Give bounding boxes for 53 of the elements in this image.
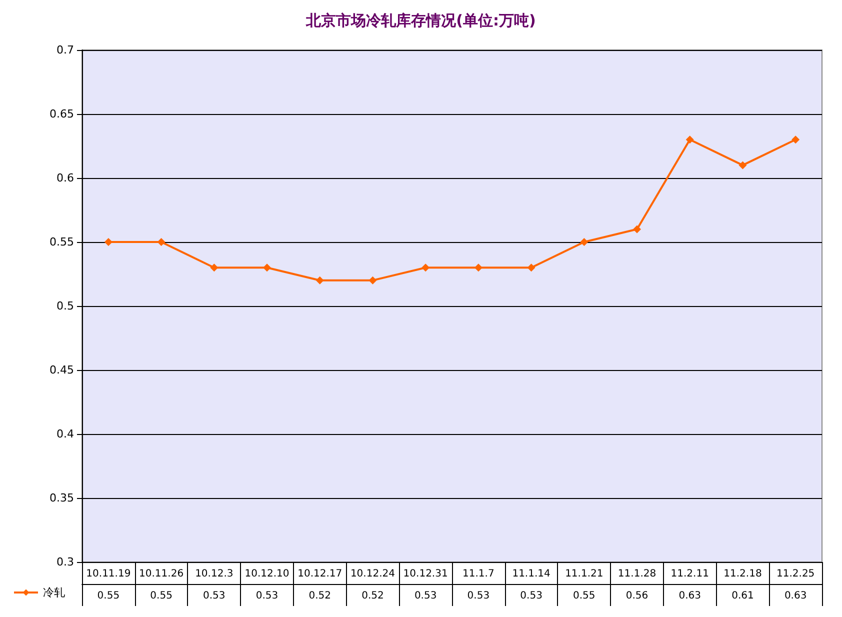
x-tick-label: 11.2.25 <box>776 568 815 580</box>
data-label: 0.63 <box>678 590 701 602</box>
y-tick-label: 0.4 <box>56 428 74 440</box>
y-tick-label: 0.55 <box>50 236 74 248</box>
x-tick-label: 11.1.7 <box>462 568 494 580</box>
point <box>422 264 430 272</box>
data-label: 0.53 <box>520 590 542 602</box>
y-tick-label: 0.3 <box>56 556 74 568</box>
point <box>580 238 588 246</box>
x-tick-label: 11.2.18 <box>724 568 762 580</box>
x-tick-label: 11.1.28 <box>618 568 656 580</box>
data-label: 0.55 <box>573 590 596 602</box>
point <box>474 264 482 272</box>
y-tick-label: 0.6 <box>56 172 74 184</box>
point <box>738 161 747 170</box>
x-tick-label: 10.11.26 <box>139 568 184 580</box>
data-label: 0.55 <box>150 590 172 602</box>
y-tick-label: 0.7 <box>56 44 74 56</box>
point <box>792 136 800 144</box>
x-tick-label: 10.12.17 <box>298 568 342 580</box>
data-label: 0.53 <box>256 590 278 602</box>
data-label: 0.53 <box>414 590 437 602</box>
data-label: 0.53 <box>467 590 490 602</box>
data-label: 0.55 <box>97 590 120 602</box>
point <box>104 238 112 246</box>
point <box>527 264 536 272</box>
y-tick-label: 0.45 <box>50 364 74 376</box>
data-label: 0.56 <box>626 590 648 602</box>
x-tick-label: 11.1.21 <box>565 568 604 580</box>
data-label: 0.52 <box>362 590 384 602</box>
x-tick-label: 10.12.24 <box>350 568 395 580</box>
point <box>210 264 218 272</box>
y-tick-label: 0.35 <box>50 492 74 504</box>
data-label: 0.53 <box>203 590 226 602</box>
legend-label: 冷轧 <box>43 586 65 599</box>
point <box>368 276 377 284</box>
x-tick-label: 11.2.11 <box>670 568 709 580</box>
x-tick-label: 10.12.31 <box>403 568 448 580</box>
point <box>316 276 324 284</box>
data-label: 0.52 <box>308 590 331 602</box>
data-label: 0.61 <box>732 590 754 602</box>
x-tick-label: 11.1.14 <box>512 568 550 580</box>
chart-title: 北京市场冷轧库存情况(单位:万吨) <box>305 12 536 30</box>
x-tick-label: 10.12.3 <box>195 568 234 580</box>
point <box>686 136 694 144</box>
point <box>157 238 166 246</box>
x-tick-label: 10.12.10 <box>244 568 290 580</box>
y-tick-label: 0.5 <box>56 300 74 312</box>
point <box>263 264 271 272</box>
y-tick-label: 0.65 <box>50 108 74 120</box>
x-tick-label: 10.11.19 <box>86 568 131 580</box>
data-label: 0.63 <box>784 590 807 602</box>
point <box>633 225 641 234</box>
